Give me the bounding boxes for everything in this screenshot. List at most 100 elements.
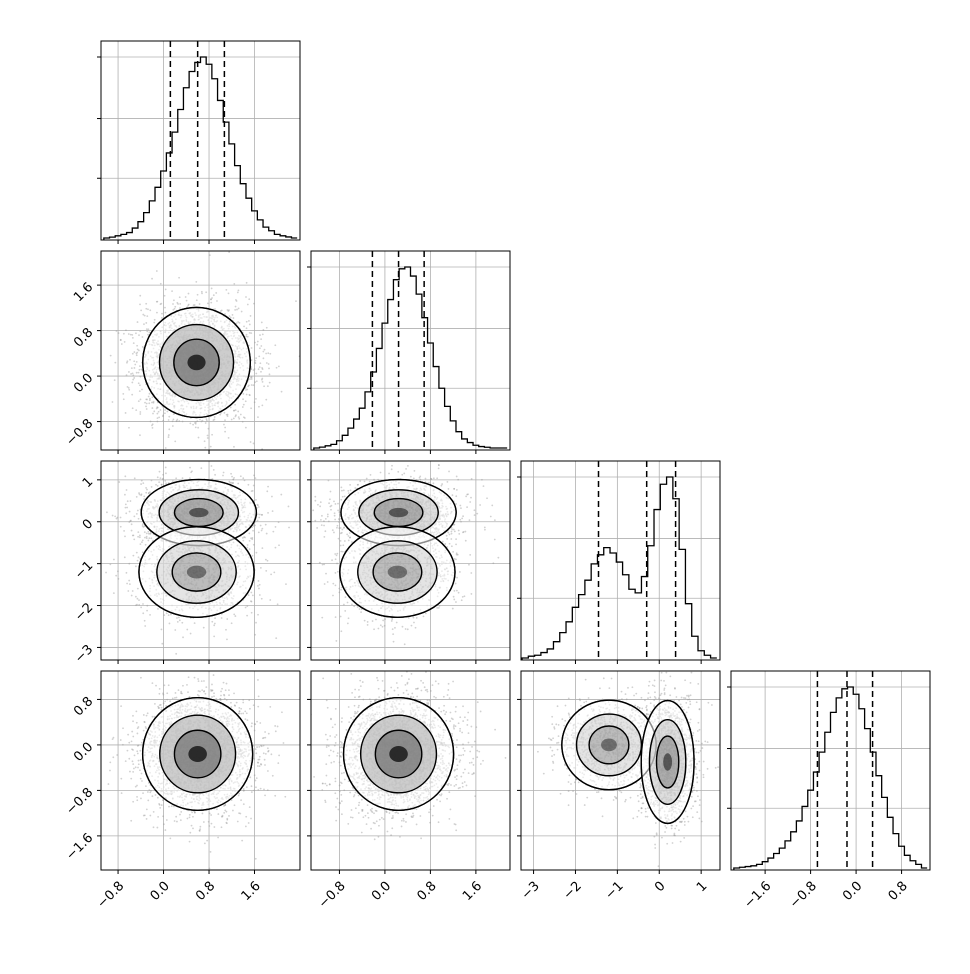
scatter-point <box>240 475 242 477</box>
scatter-point <box>165 289 167 291</box>
scatter-point <box>246 321 248 323</box>
scatter-point <box>144 537 146 539</box>
y-tick-label: 0.8 <box>71 325 96 350</box>
scatter-point <box>124 341 126 343</box>
scatter-point <box>238 289 240 291</box>
scatter-point <box>273 571 275 573</box>
scatter-point <box>128 580 130 582</box>
scatter-point <box>145 398 147 400</box>
scatter-point <box>149 398 151 400</box>
scatter-point <box>255 357 257 359</box>
scatter-point <box>112 515 114 517</box>
scatter-point <box>130 373 132 375</box>
scatter-point <box>182 477 184 479</box>
scatter-point <box>181 622 183 624</box>
scatter-point <box>118 578 120 580</box>
scatter-point <box>245 400 247 402</box>
scatter-point <box>138 599 140 601</box>
scatter-point <box>168 416 170 418</box>
scatter-point <box>148 537 150 539</box>
scatter-point <box>172 425 174 427</box>
scatter-point <box>225 289 227 291</box>
scatter-point <box>278 521 280 523</box>
scatter-point <box>129 359 131 361</box>
scatter-point <box>256 344 258 346</box>
scatter-point <box>199 419 201 421</box>
scatter-point <box>245 296 247 298</box>
scatter-point <box>269 382 271 384</box>
panel-content <box>90 251 301 481</box>
y-tick-label: 0.0 <box>71 371 96 396</box>
scatter-point <box>168 434 170 436</box>
scatter-point <box>126 583 128 585</box>
scatter-point <box>138 492 140 494</box>
scatter-point <box>245 427 247 429</box>
scatter-point <box>258 506 260 508</box>
scatter-point <box>215 292 217 294</box>
scatter-point <box>269 373 271 375</box>
scatter-point <box>127 590 129 592</box>
scatter-point <box>128 563 130 565</box>
scatter-point <box>278 544 280 546</box>
scatter-point <box>120 517 122 519</box>
scatter-point <box>254 381 256 383</box>
scatter-point <box>192 424 194 426</box>
scatter-point <box>251 376 253 378</box>
scatter-point <box>253 485 255 487</box>
scatter-point <box>138 372 140 374</box>
scatter-point <box>258 368 260 370</box>
scatter-point <box>179 296 181 298</box>
scatter-point <box>258 355 260 357</box>
scatter-point <box>233 283 235 285</box>
density-peak <box>187 355 205 371</box>
scatter-point <box>147 540 149 542</box>
scatter-point <box>123 398 125 400</box>
scatter-point <box>178 277 180 279</box>
scatter-point <box>156 312 158 314</box>
scatter-point <box>145 544 147 546</box>
scatter-point <box>166 411 168 413</box>
scatter-point <box>226 414 228 416</box>
scatter-point <box>211 297 213 299</box>
scatter-point <box>238 416 240 418</box>
scatter-point <box>139 535 141 537</box>
scatter-point <box>278 366 280 368</box>
scatter-point <box>117 517 119 519</box>
scatter-point <box>149 533 151 535</box>
scatter-point <box>125 507 127 509</box>
scatter-point <box>210 299 212 301</box>
scatter-point <box>250 537 252 539</box>
histogram-line <box>104 57 297 240</box>
scatter-point <box>115 330 117 332</box>
scatter-point <box>139 384 141 386</box>
y-tick-label: −0.8 <box>63 416 96 449</box>
scatter-point <box>133 377 135 379</box>
scatter-point <box>201 292 203 294</box>
scatter-point <box>144 402 146 404</box>
scatter-point <box>147 334 149 336</box>
scatter-point <box>259 366 261 368</box>
scatter-point <box>151 396 153 398</box>
scatter-point <box>259 584 261 586</box>
scatter-point <box>166 612 168 614</box>
scatter-point <box>136 352 138 354</box>
scatter-point <box>190 633 192 635</box>
scatter-point <box>142 336 144 338</box>
scatter-point <box>214 416 216 418</box>
scatter-point <box>235 414 237 416</box>
scatter-point <box>186 629 188 631</box>
scatter-point <box>262 333 264 335</box>
scatter-point <box>143 498 145 500</box>
scatter-point <box>128 371 130 373</box>
scatter-point <box>142 540 144 542</box>
scatter-point <box>146 330 148 332</box>
scatter-point <box>185 296 187 298</box>
scatter-point <box>262 329 264 331</box>
scatter-point <box>225 629 227 631</box>
scatter-point <box>142 603 144 605</box>
scatter-point <box>244 417 246 419</box>
scatter-point <box>160 303 162 305</box>
scatter-point <box>211 621 213 623</box>
scatter-point <box>262 368 264 370</box>
scatter-point <box>150 421 152 423</box>
